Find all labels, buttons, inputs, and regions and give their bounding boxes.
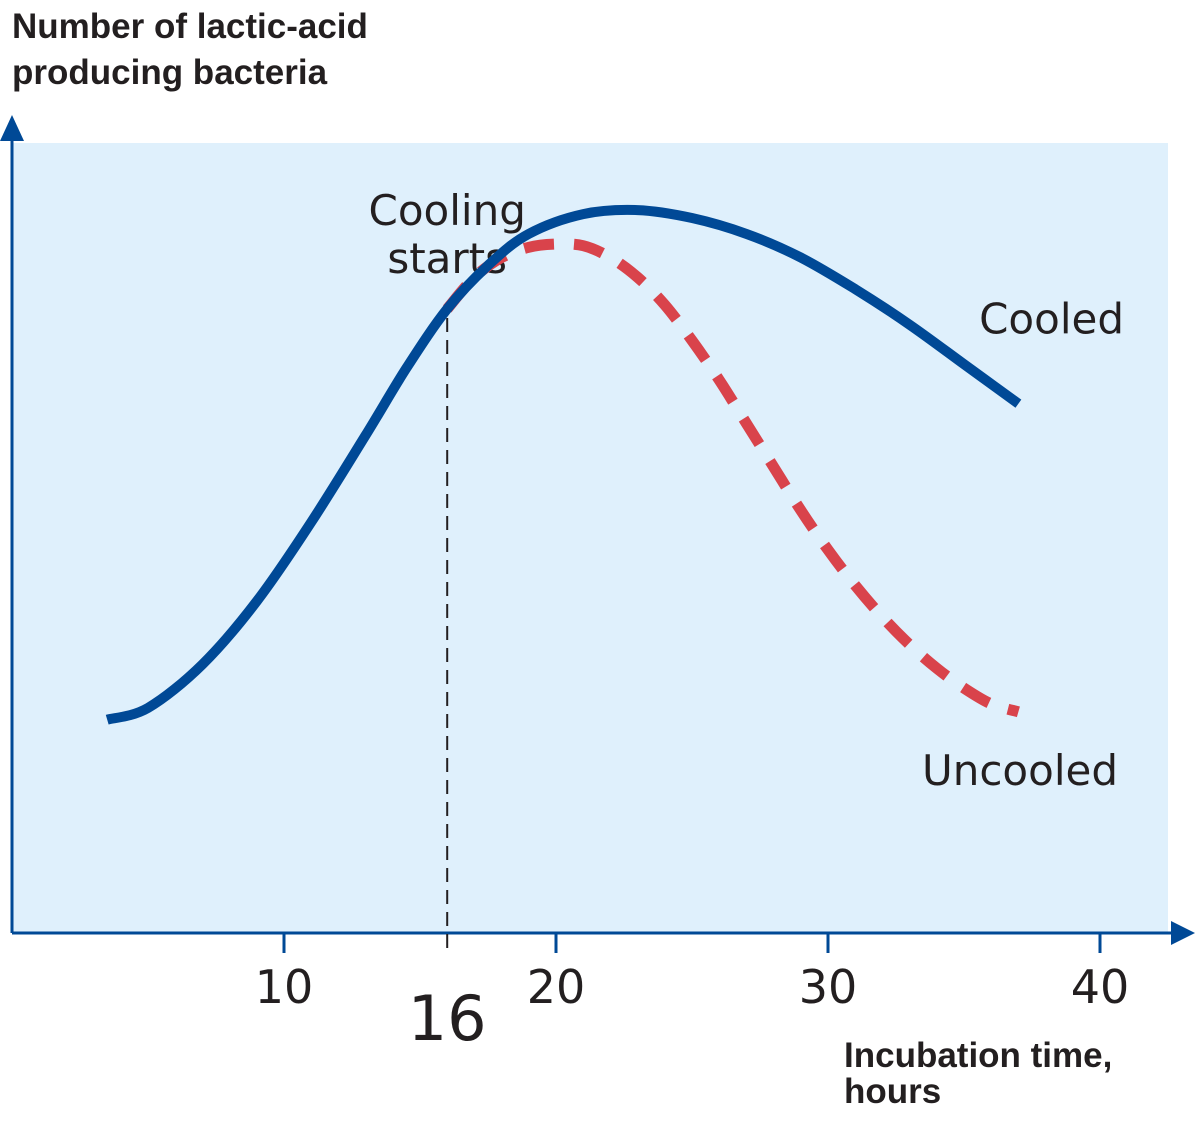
- cooling-starts-annotation: Cooling starts: [369, 186, 526, 283]
- x-ticks: 10 20 30 40: [255, 933, 1130, 1014]
- series-line-uncooled: [442, 238, 1020, 718]
- plot-background: [12, 143, 1168, 933]
- y-axis-title: Number of lactic-acid producing bacteria: [12, 4, 368, 96]
- series-label-uncooled: Uncooled: [922, 746, 1118, 795]
- cooling-marker: 16 Cooling starts: [369, 186, 526, 1055]
- x-tick-label: 30: [799, 960, 858, 1014]
- series-labels: Cooled Uncooled: [922, 295, 1124, 795]
- cooling-start-tick-label: 16: [408, 982, 487, 1055]
- axes: [0, 115, 1195, 945]
- x-tick-label: 20: [527, 960, 586, 1014]
- y-axis-arrowhead: [0, 115, 24, 141]
- x-axis-title-line-2: hours: [844, 1072, 942, 1111]
- x-tick-label: 40: [1071, 960, 1130, 1014]
- series-lines: [105, 204, 1022, 725]
- y-axis-title-line-2: producing bacteria: [12, 53, 328, 92]
- annotation-line: Cooling: [369, 186, 526, 235]
- x-tick-label: 10: [255, 960, 314, 1014]
- series-label-cooled: Cooled: [979, 295, 1124, 344]
- x-axis-arrowhead: [1171, 921, 1195, 945]
- series-line-cooled: [105, 204, 1022, 725]
- y-axis-title-line-1: Number of lactic-acid: [12, 7, 368, 46]
- x-axis-title-line-1: Incubation time,: [844, 1036, 1113, 1075]
- x-axis-title: Incubation time, hours: [844, 1038, 1112, 1110]
- annotation-line: starts: [387, 234, 507, 283]
